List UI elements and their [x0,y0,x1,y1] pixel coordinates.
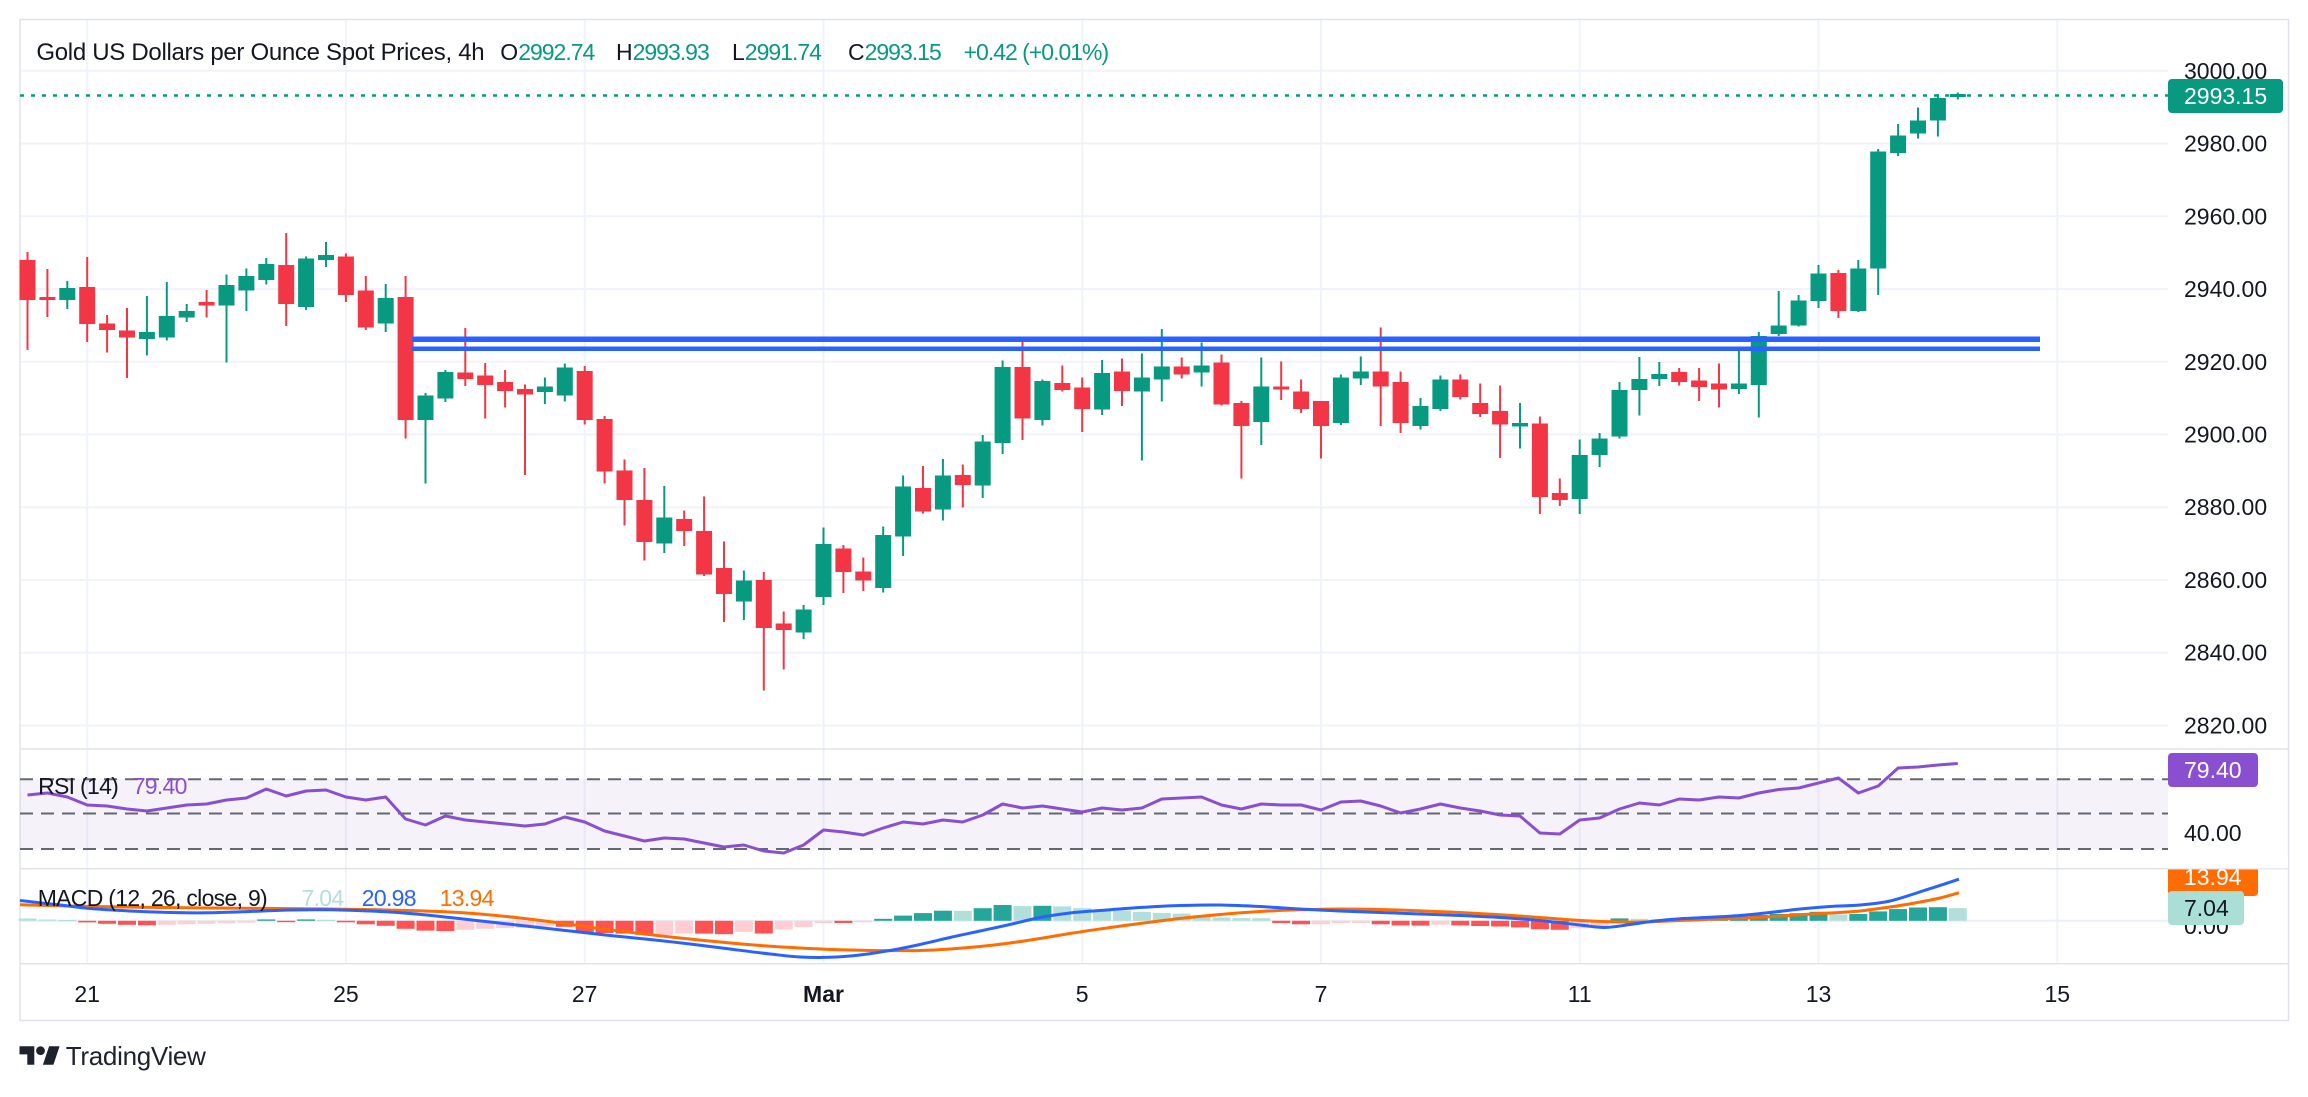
svg-text:H: H [616,39,632,65]
svg-text:+0.42 (+0.01%): +0.42 (+0.01%) [964,39,1109,65]
svg-text:13.94: 13.94 [440,885,495,911]
svg-text:2940.00: 2940.00 [2184,276,2267,302]
svg-text:21: 21 [74,981,100,1007]
svg-text:C: C [848,39,864,65]
svg-text:15: 15 [2045,981,2071,1007]
svg-text:27: 27 [572,981,598,1007]
svg-text:RSI (14): RSI (14) [38,773,118,799]
svg-text:2920.00: 2920.00 [2184,349,2267,375]
svg-text:2840.00: 2840.00 [2184,640,2267,666]
svg-text:13: 13 [1806,981,1832,1007]
svg-text:2993.15: 2993.15 [2184,83,2267,109]
svg-text:2960.00: 2960.00 [2184,203,2267,229]
svg-text:2980.00: 2980.00 [2184,131,2267,157]
svg-text:2900.00: 2900.00 [2184,422,2267,448]
svg-text:5: 5 [1076,981,1089,1007]
svg-text:7: 7 [1315,981,1328,1007]
svg-text:79.40: 79.40 [133,773,187,799]
svg-text:7.04: 7.04 [302,885,345,911]
svg-text:Mar: Mar [803,981,844,1007]
svg-text:2993.93: 2993.93 [633,39,709,65]
svg-text:TradingView: TradingView [66,1041,206,1071]
svg-text:2991.74: 2991.74 [745,39,822,65]
svg-text:O: O [500,39,517,65]
svg-text:2860.00: 2860.00 [2184,567,2267,593]
svg-text:20.98: 20.98 [362,885,416,911]
svg-text:40.00: 40.00 [2184,820,2242,846]
svg-text:Gold US Dollars per Ounce Spot: Gold US Dollars per Ounce Spot Prices, 4… [36,39,484,66]
svg-text:11: 11 [1568,981,1592,1007]
svg-text:79.40: 79.40 [2184,757,2242,783]
svg-text:2993.15: 2993.15 [865,39,941,65]
svg-text:MACD (12, 26, close, 9): MACD (12, 26, close, 9) [38,885,267,911]
svg-text:2880.00: 2880.00 [2184,494,2267,520]
svg-text:2820.00: 2820.00 [2184,713,2267,739]
svg-text:2992.74: 2992.74 [518,39,595,65]
svg-text:L: L [732,39,745,65]
svg-text:25: 25 [333,981,359,1007]
svg-text:7.04: 7.04 [2184,895,2229,921]
